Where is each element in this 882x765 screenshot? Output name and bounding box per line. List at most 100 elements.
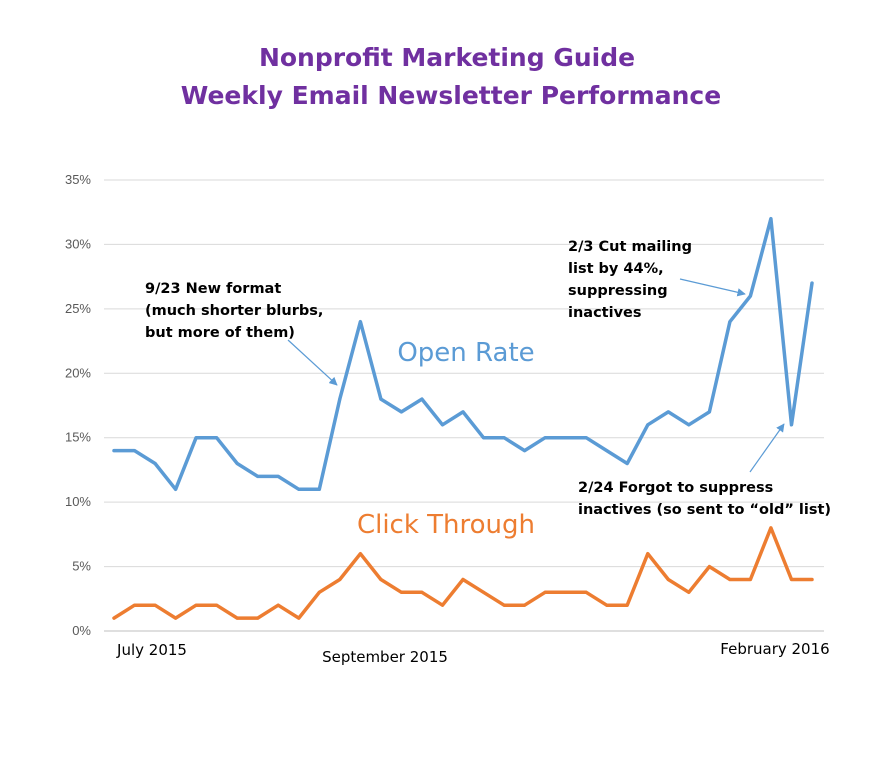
open-rate-point — [790, 423, 793, 427]
click-through-point — [276, 603, 280, 607]
open-rate-point — [707, 410, 711, 414]
x-label-september-2015: September 2015 — [322, 648, 448, 666]
y-tick-label: 35% — [65, 172, 91, 187]
click-through-point — [153, 603, 157, 607]
click-through-point — [543, 590, 547, 594]
annotation-forgot-to-suppress: 2/24 Forgot to suppress inactives (so se… — [578, 423, 831, 518]
open-rate-point — [112, 449, 116, 453]
annotation-forgot-line-2: inactives (so sent to “old” list) — [578, 502, 831, 518]
y-tick-label: 30% — [65, 236, 91, 251]
click-through-point — [523, 603, 527, 607]
annotation-cut-mailing-line-3: suppressing — [568, 283, 668, 299]
open-rate-point — [523, 449, 527, 453]
open-rate-point — [461, 410, 465, 414]
open-rate-point — [666, 410, 670, 414]
open-rate-point — [646, 423, 650, 427]
click-through-point — [420, 590, 424, 594]
annotation-cut-mailing-arrow — [679, 278, 746, 297]
chart-subtitle: Weekly Email Newsletter Performance — [181, 81, 721, 110]
x-label-february-2016: February 2016 — [720, 640, 829, 658]
open-rate-point — [215, 436, 219, 440]
open-rate-point — [133, 449, 136, 453]
click-through-point — [584, 590, 588, 594]
open-rate-point — [174, 487, 178, 491]
click-through-point — [256, 616, 260, 620]
click-through-point — [461, 578, 465, 581]
open-rate-point — [687, 423, 691, 427]
click-through-point — [112, 616, 116, 620]
click-through-points — [112, 526, 814, 620]
open-rate-point — [543, 436, 547, 440]
y-tick-label: 25% — [65, 301, 91, 316]
annotation-cut-mailing-line-2: list by 44%, — [568, 261, 664, 277]
open-rate-point — [379, 397, 383, 401]
open-rate-point — [502, 436, 506, 440]
annotation-forgot-line-1: 2/24 Forgot to suppress — [578, 480, 773, 496]
open-rate-point — [235, 462, 239, 465]
click-through-point — [564, 590, 568, 594]
open-rate-point — [482, 436, 485, 440]
annotation-new-format-line-3: but more of them) — [145, 325, 295, 341]
open-rate-point — [317, 487, 321, 491]
click-through-point — [174, 616, 178, 620]
annotation-cut-mailing-line-1: 2/3 Cut mailing — [568, 239, 692, 255]
open-rate-point — [256, 474, 260, 478]
click-through-series-line — [112, 526, 814, 620]
annotation-new-format-line-2: (much shorter blurbs, — [145, 303, 323, 319]
click-through-point — [790, 578, 793, 581]
annotation-cut-mailing-list: 2/3 Cut mailing list by 44%, suppressing… — [568, 239, 746, 321]
click-through-point — [194, 603, 198, 607]
click-through-point — [666, 578, 670, 581]
open-rate-point — [748, 294, 752, 298]
y-tick-label: 0% — [72, 623, 91, 638]
y-tick-label: 20% — [65, 365, 91, 380]
click-through-point — [646, 552, 650, 556]
annotation-new-format-arrow — [287, 339, 338, 386]
open-rate-label: Open Rate — [397, 338, 534, 368]
click-through-point — [399, 590, 403, 594]
annotation-new-format: 9/23 New format (much shorter blurbs, bu… — [145, 281, 338, 386]
chart-title: Nonprofit Marketing Guide — [259, 43, 635, 72]
open-rate-point — [441, 423, 444, 427]
click-through-point — [133, 603, 136, 607]
annotation-new-format-line-1: 9/23 New format — [145, 281, 281, 297]
open-rate-point — [399, 410, 403, 414]
y-axis-tick-labels: 0% 5% 10% 15% 20% 25% 30% 35% — [65, 172, 91, 638]
open-rate-points — [112, 217, 814, 491]
y-tick-label: 10% — [65, 494, 91, 509]
click-through-point — [769, 526, 773, 530]
open-rate-point — [297, 487, 301, 491]
click-through-point — [379, 578, 383, 581]
click-through-point — [441, 603, 444, 607]
open-rate-point — [564, 436, 568, 440]
click-through-point — [605, 603, 609, 607]
open-rate-point — [153, 462, 157, 465]
click-through-point — [707, 565, 711, 569]
click-through-label: Click Through — [357, 510, 535, 540]
annotation-forgot-arrow — [749, 423, 785, 473]
click-through-point — [338, 578, 342, 581]
click-through-point — [728, 578, 732, 581]
click-through-point — [235, 616, 239, 620]
open-rate-point — [584, 436, 588, 440]
click-through-point — [297, 616, 301, 620]
click-through-point — [317, 590, 321, 594]
open-rate-point — [605, 449, 609, 453]
open-rate-point — [625, 462, 629, 465]
open-rate-point — [728, 320, 732, 324]
open-rate-point — [769, 217, 773, 221]
click-through-point — [687, 590, 691, 594]
y-tick-label: 15% — [65, 430, 91, 445]
gridlines — [104, 179, 824, 632]
open-rate-point — [358, 320, 362, 324]
y-tick-label: 5% — [72, 559, 91, 574]
open-rate-point — [276, 474, 280, 478]
click-through-point — [625, 603, 629, 607]
click-through-point — [748, 578, 752, 581]
open-rate-point — [338, 397, 342, 401]
annotation-cut-mailing-line-4: inactives — [568, 305, 642, 321]
click-through-point — [215, 603, 219, 607]
open-rate-point — [420, 397, 424, 401]
click-through-point — [810, 578, 814, 581]
